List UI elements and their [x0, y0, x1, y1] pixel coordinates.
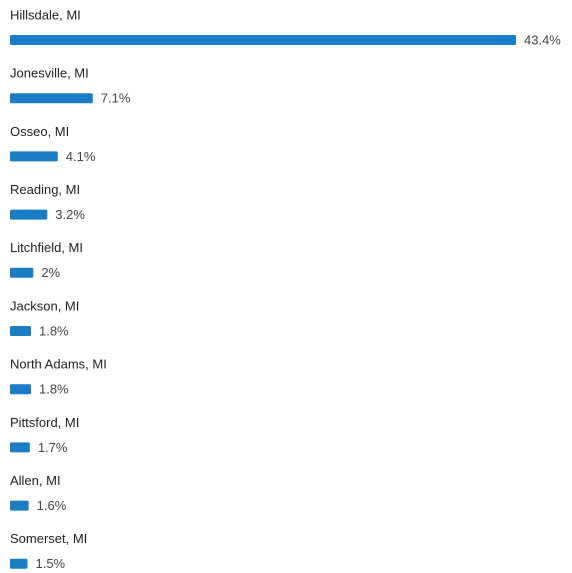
bar	[10, 93, 93, 104]
bar	[10, 500, 29, 511]
category-label: Pittsford, MI	[10, 415, 79, 430]
value-label: 1.8%	[39, 382, 69, 397]
bar	[10, 267, 34, 278]
value-label: 1.6%	[37, 498, 67, 513]
bar	[10, 384, 31, 395]
category-label: Jackson, MI	[10, 298, 79, 313]
value-label: 1.7%	[38, 440, 68, 455]
category-label: Jonesville, MI	[10, 66, 89, 81]
value-label: 43.4%	[524, 32, 561, 47]
bar	[10, 558, 28, 569]
value-label: 1.8%	[39, 323, 69, 338]
value-label: 4.1%	[66, 149, 96, 164]
category-label: Osseo, MI	[10, 124, 69, 139]
category-label: Allen, MI	[10, 473, 61, 488]
category-label: Somerset, MI	[10, 531, 87, 546]
bar	[10, 151, 58, 162]
value-label: 3.2%	[55, 207, 85, 222]
value-label: 2%	[41, 265, 60, 280]
bar	[10, 442, 30, 453]
value-label: 7.1%	[101, 91, 131, 106]
category-label: North Adams, MI	[10, 357, 107, 372]
category-label: Hillsdale, MI	[10, 7, 81, 22]
category-label: Reading, MI	[10, 182, 80, 197]
bar	[10, 326, 31, 336]
bar	[10, 209, 48, 220]
value-label: 1.5%	[35, 556, 65, 571]
bar	[10, 35, 516, 45]
category-label: Litchfield, MI	[10, 240, 83, 255]
